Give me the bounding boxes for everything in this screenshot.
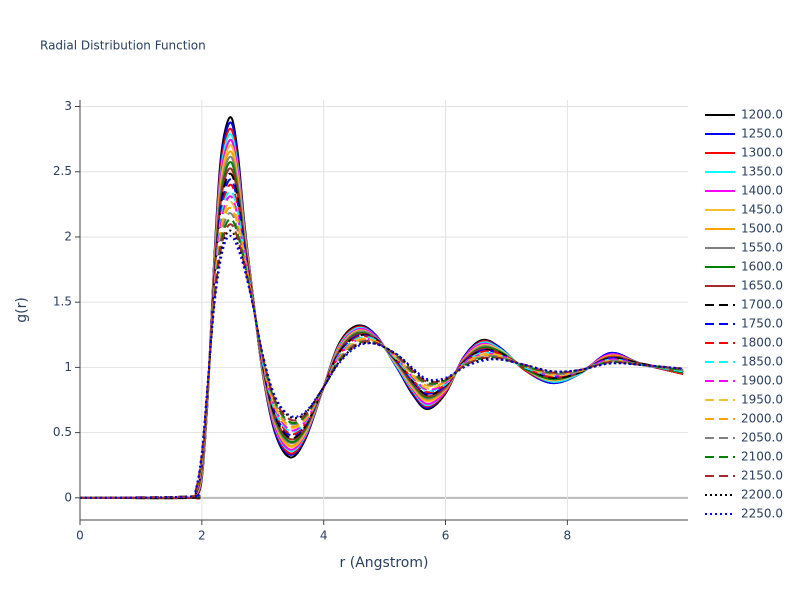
legend-item[interactable]: 1650.0 — [705, 279, 783, 293]
legend-item[interactable]: 1600.0 — [705, 260, 783, 274]
plot-area — [80, 116, 684, 500]
legend-item[interactable]: 1850.0 — [705, 355, 783, 369]
chart-title: Radial Distribution Function — [40, 39, 206, 53]
legend-label[interactable]: 1700.0 — [741, 298, 783, 312]
y-tick-label: 2.5 — [53, 164, 72, 178]
legend-label[interactable]: 2050.0 — [741, 431, 783, 445]
legend-label[interactable]: 1450.0 — [741, 203, 783, 217]
y-tick-label: 1 — [64, 360, 72, 374]
legend-label[interactable]: 1650.0 — [741, 279, 783, 293]
legend-item[interactable]: 2150.0 — [705, 469, 783, 483]
y-tick-label: 1.5 — [53, 295, 72, 309]
legend-item[interactable]: 2000.0 — [705, 412, 783, 426]
y-tick-label: 2 — [64, 229, 72, 243]
series-line — [80, 178, 684, 499]
y-tick-label: 0.5 — [53, 425, 72, 439]
y-axis-title: g(r) — [14, 297, 30, 323]
series-line — [80, 223, 684, 499]
legend-item[interactable]: 1350.0 — [705, 165, 783, 179]
legend-item[interactable]: 2200.0 — [705, 488, 783, 502]
legend-item[interactable]: 1450.0 — [705, 203, 783, 217]
legend-label[interactable]: 1950.0 — [741, 393, 783, 407]
legend-item[interactable]: 1400.0 — [705, 184, 783, 198]
legend-item[interactable]: 1300.0 — [705, 146, 783, 160]
legend: 1200.0 1250.0 1300.0 1350.0 1400.0 1450.0 1500… — [705, 108, 783, 521]
legend-item[interactable]: 2100.0 — [705, 450, 783, 464]
series-line — [80, 206, 684, 499]
series-line — [80, 144, 684, 500]
x-tick-label: 2 — [198, 529, 206, 543]
legend-label[interactable]: 2100.0 — [741, 450, 783, 464]
series-line — [80, 138, 684, 500]
legend-item[interactable]: 2050.0 — [705, 431, 783, 445]
grid — [79, 100, 688, 520]
legend-label[interactable]: 2200.0 — [741, 488, 783, 502]
series-line — [80, 150, 684, 500]
legend-label[interactable]: 2000.0 — [741, 412, 783, 426]
series-line — [80, 155, 684, 500]
legend-label[interactable]: 2150.0 — [741, 469, 783, 483]
axes: 0 0.5 1 1.5 2 2.5 3 0 2 4 6 8 — [53, 99, 688, 543]
legend-label[interactable]: 1750.0 — [741, 317, 783, 331]
legend-item[interactable]: 1200.0 — [705, 108, 783, 122]
series-line — [80, 218, 684, 499]
series-line — [80, 133, 684, 500]
series-line — [80, 167, 684, 500]
x-tick-label: 8 — [564, 529, 572, 543]
series-line — [80, 116, 684, 500]
legend-label[interactable]: 1350.0 — [741, 165, 783, 179]
legend-label[interactable]: 1600.0 — [741, 260, 783, 274]
series-line — [80, 172, 684, 500]
legend-item[interactable]: 1750.0 — [705, 317, 783, 331]
x-tick-label: 0 — [76, 529, 84, 543]
legend-label[interactable]: 1250.0 — [741, 127, 783, 141]
legend-item[interactable]: 1900.0 — [705, 374, 783, 388]
y-tick-label: 0 — [64, 490, 72, 504]
x-tick-label: 4 — [320, 529, 328, 543]
legend-item[interactable]: 1700.0 — [705, 298, 783, 312]
series-line — [80, 121, 684, 500]
legend-item[interactable]: 1250.0 — [705, 127, 783, 141]
legend-label[interactable]: 1550.0 — [741, 241, 783, 255]
legend-item[interactable]: 1950.0 — [705, 393, 783, 407]
series-line — [80, 195, 684, 499]
x-tick-label: 6 — [442, 529, 450, 543]
series-line — [80, 234, 684, 499]
x-axis-title: r (Angstrom) — [340, 555, 429, 571]
legend-label[interactable]: 1200.0 — [741, 108, 783, 122]
series-line — [80, 200, 684, 499]
legend-label[interactable]: 1300.0 — [741, 146, 783, 160]
legend-label[interactable]: 2250.0 — [741, 507, 783, 521]
legend-label[interactable]: 1850.0 — [741, 355, 783, 369]
legend-label[interactable]: 1800.0 — [741, 336, 783, 350]
series-line — [80, 161, 684, 500]
legend-item[interactable]: 2250.0 — [705, 507, 783, 521]
series-line — [80, 212, 684, 499]
legend-label[interactable]: 1900.0 — [741, 374, 783, 388]
legend-item[interactable]: 1500.0 — [705, 222, 783, 236]
y-tick-label: 3 — [64, 99, 72, 113]
legend-item[interactable]: 1550.0 — [705, 241, 783, 255]
legend-label[interactable]: 1500.0 — [741, 222, 783, 236]
series-line — [80, 127, 684, 500]
legend-item[interactable]: 1800.0 — [705, 336, 783, 350]
legend-label[interactable]: 1400.0 — [741, 184, 783, 198]
